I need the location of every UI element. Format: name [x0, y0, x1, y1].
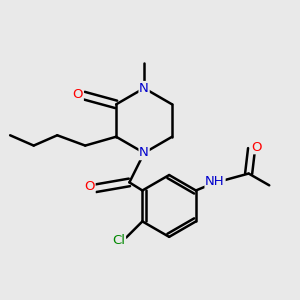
Text: Cl: Cl: [112, 234, 125, 247]
Text: O: O: [251, 141, 261, 154]
Text: O: O: [73, 88, 83, 100]
Text: O: O: [84, 180, 95, 193]
Text: N: N: [139, 146, 149, 159]
Text: NH: NH: [205, 175, 225, 188]
Text: N: N: [139, 82, 149, 95]
